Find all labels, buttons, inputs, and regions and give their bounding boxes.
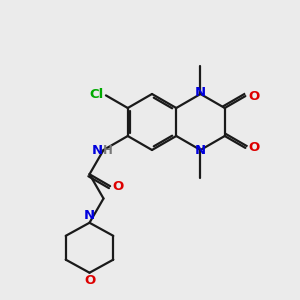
- Text: Cl: Cl: [90, 88, 104, 101]
- Text: O: O: [248, 141, 260, 154]
- Text: N: N: [84, 209, 95, 222]
- Text: O: O: [84, 274, 95, 287]
- Text: N: N: [92, 143, 103, 157]
- Text: N: N: [195, 86, 206, 100]
- Text: H: H: [103, 143, 112, 157]
- Text: N: N: [195, 145, 206, 158]
- Text: O: O: [112, 180, 123, 193]
- Text: O: O: [248, 90, 260, 103]
